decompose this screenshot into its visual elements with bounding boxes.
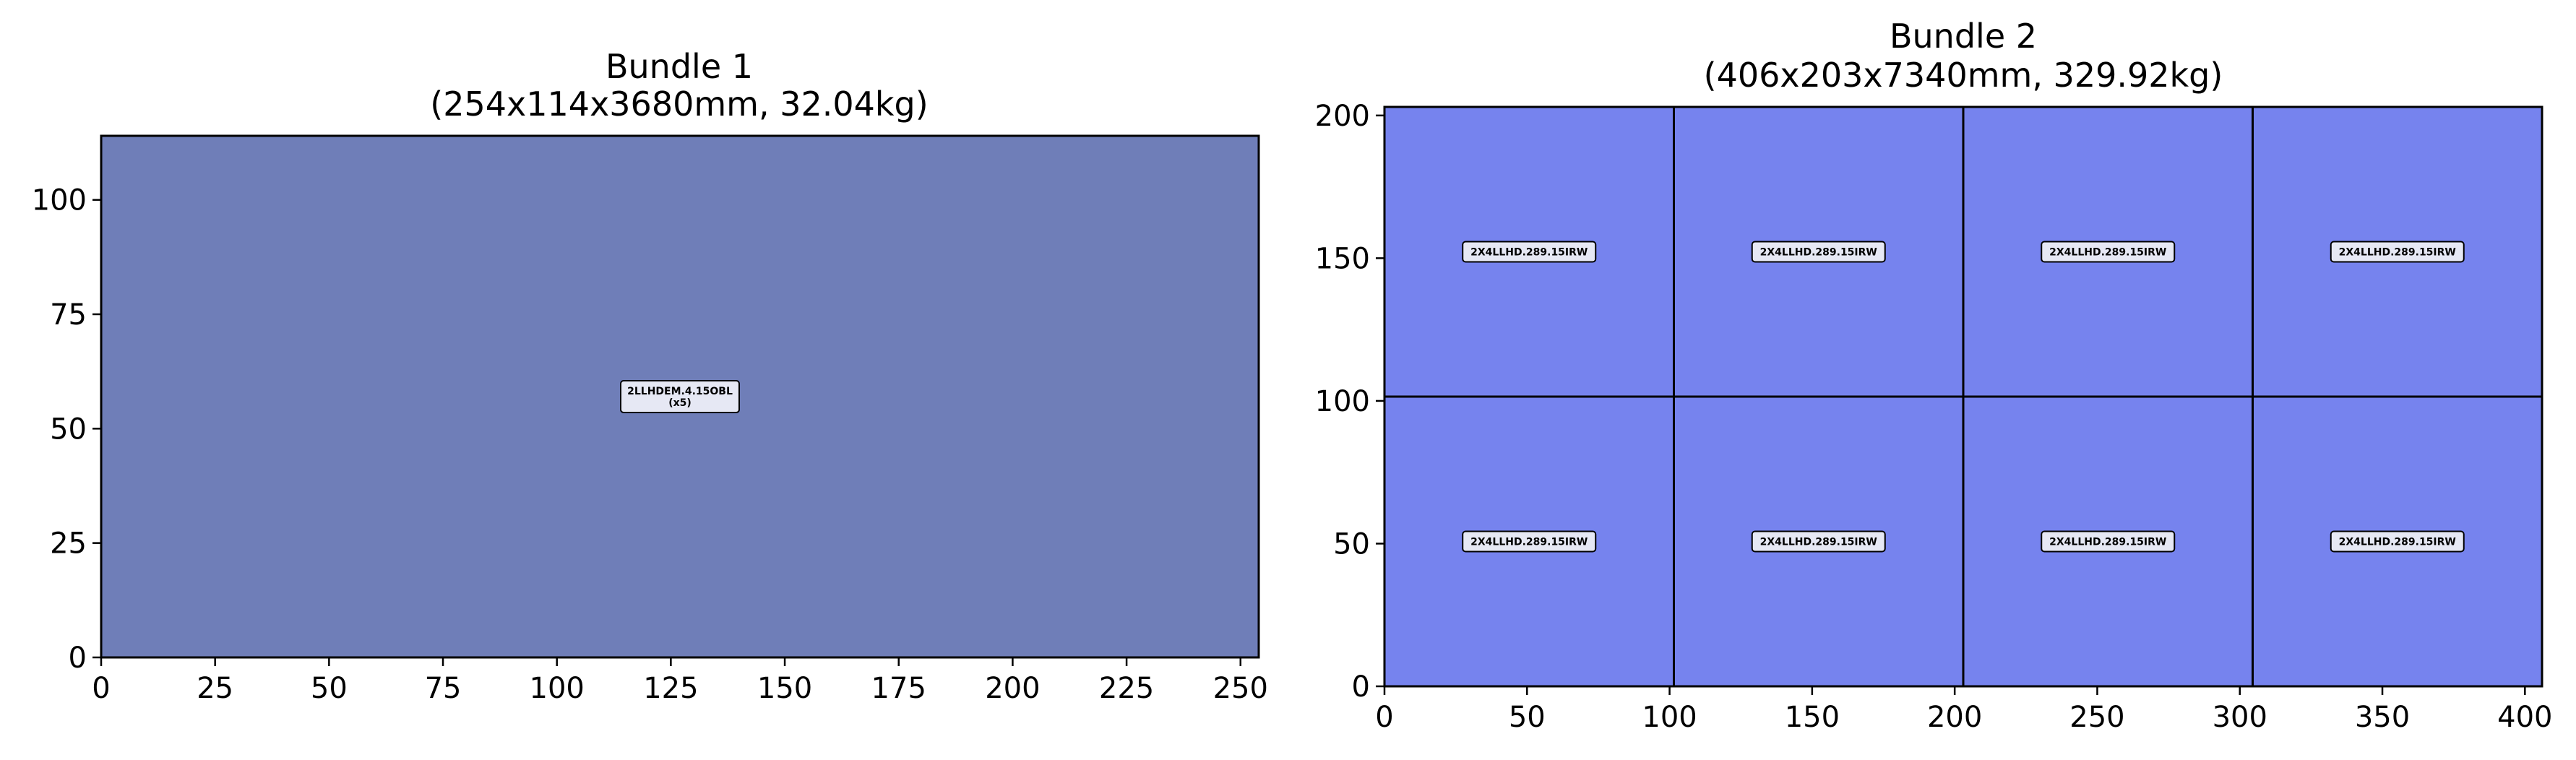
bundle-2-piece-4-label: 2X4LLHD.289.15IRW [2339, 247, 2456, 259]
bundle-1-piece-1-label-box [620, 380, 740, 413]
bundle-2-axes-frame [1383, 105, 2543, 688]
bundle-1-panel: Bundle 1 (254x114x3680mm, 32.04kg) 2LLHD… [32, 47, 1268, 705]
bundle-2-piece-7-label: 2X4LLHD.289.15IRW [2049, 537, 2166, 548]
bundle-2-piece-1-label: 2X4LLHD.289.15IRW [1470, 247, 1588, 259]
bundle-2-x-tick-label-100: 100 [1642, 701, 1697, 734]
bundle-2-x-tick-label-400: 400 [2497, 701, 2552, 734]
bundle-1-y-tick-label-0: 0 [69, 642, 87, 675]
bundle-1-x-tick-label-150: 150 [757, 672, 812, 705]
bundle-2-x-tick-label-50: 50 [1509, 701, 1546, 734]
bundle-1-title-line2: (254x114x3680mm, 32.04kg) [430, 85, 928, 124]
bundle-1-x-tick-label-175: 175 [871, 672, 926, 705]
bundle-2-x-tick-label-350: 350 [2355, 701, 2410, 734]
bundle-1-piece-1-count: (x5) [668, 397, 692, 409]
bundle-1-x-tick-label-225: 225 [1099, 672, 1154, 705]
bundle-1-x-tick-label-250: 250 [1213, 672, 1268, 705]
bundle-2-piece-5-label: 2X4LLHD.289.15IRW [1470, 537, 1588, 548]
bundle-2-piece-6-label-box [1751, 530, 1886, 553]
bundle-2-piece-3-label: 2X4LLHD.289.15IRW [2049, 247, 2166, 259]
bundle-2-piece-2-label-box [1751, 241, 1886, 263]
bundle-2-piece-8-label-box [2330, 530, 2465, 553]
bundle-1-y-tick-label-75: 75 [50, 298, 87, 332]
bundle-2-piece-4-label-box [2330, 241, 2465, 263]
bundle-2-y-tick-label-100: 100 [1315, 385, 1370, 418]
bundle-2-piece-1-label-box [1462, 241, 1597, 263]
bundle-2-y-tick-label-50: 50 [1333, 527, 1370, 561]
bundle-1-x-tick-label-50: 50 [311, 672, 348, 705]
bundle-2-y-tick-label-0: 0 [1352, 670, 1370, 704]
bundle-2-x-tick-label-150: 150 [1785, 701, 1840, 734]
bundle-1-x-tick-label-75: 75 [425, 672, 462, 705]
bundle-2-x-tick-label-200: 200 [1927, 701, 1982, 734]
bundle-2-piece-2-label: 2X4LLHD.289.15IRW [1760, 247, 1877, 259]
bundle-1-axes-frame [100, 134, 1260, 659]
bundle-1-title-line1: Bundle 1 [606, 47, 753, 86]
bundle-1-x-tick-label-25: 25 [197, 672, 233, 705]
bundle-1-x-tick-label-100: 100 [530, 672, 585, 705]
bundle-2-piece-7-label-box [2041, 530, 2176, 553]
bundle-1-x-tick-label-200: 200 [985, 672, 1040, 705]
bundle-1-y-tick-label-100: 100 [32, 184, 87, 217]
bundle-1-y-tick-label-50: 50 [50, 413, 87, 446]
bundle-2-panel: Bundle 2 (406x203x7340mm, 329.92kg) 2X4L… [1315, 17, 2553, 734]
bundle-2-x-tick-label-250: 250 [2069, 701, 2124, 734]
bundle-1-plot-area: 2LLHDEM.4.15OBL(x5) 0 25 50 75 100 125 150 175 20… [32, 134, 1268, 705]
bundle-2-piece-6-label: 2X4LLHD.289.15IRW [1760, 537, 1877, 548]
bundle-1-x-tick-label-0: 0 [92, 672, 110, 705]
bundle-2-title-line2: (406x203x7340mm, 329.92kg) [1704, 56, 2223, 95]
bundle-2-y-tick-label-150: 150 [1315, 242, 1370, 275]
bundle-1-x-tick-label-125: 125 [643, 672, 698, 705]
bundle-2-title-line1: Bundle 2 [1890, 17, 2037, 56]
bundle-2-x-tick-label-300: 300 [2213, 701, 2267, 734]
bundle-2-plot-area: 2X4LLHD.289.15IRW 2X4LLHD.289.15IRW 2X4LLH… [1315, 100, 2553, 734]
bundle-2-piece-8-label: 2X4LLHD.289.15IRW [2339, 537, 2456, 548]
bundle-1-piece-1-label: 2LLHDEM.4.15OBL [627, 386, 733, 397]
bundle-2-piece-3-label-box [2041, 241, 2176, 263]
bundle-2-x-tick-label-0: 0 [1375, 701, 1393, 734]
bundle-2-piece-5-label-box [1462, 530, 1597, 553]
bundle-1-y-tick-label-25: 25 [50, 527, 87, 561]
bundle-2-y-tick-label-200: 200 [1315, 100, 1370, 133]
